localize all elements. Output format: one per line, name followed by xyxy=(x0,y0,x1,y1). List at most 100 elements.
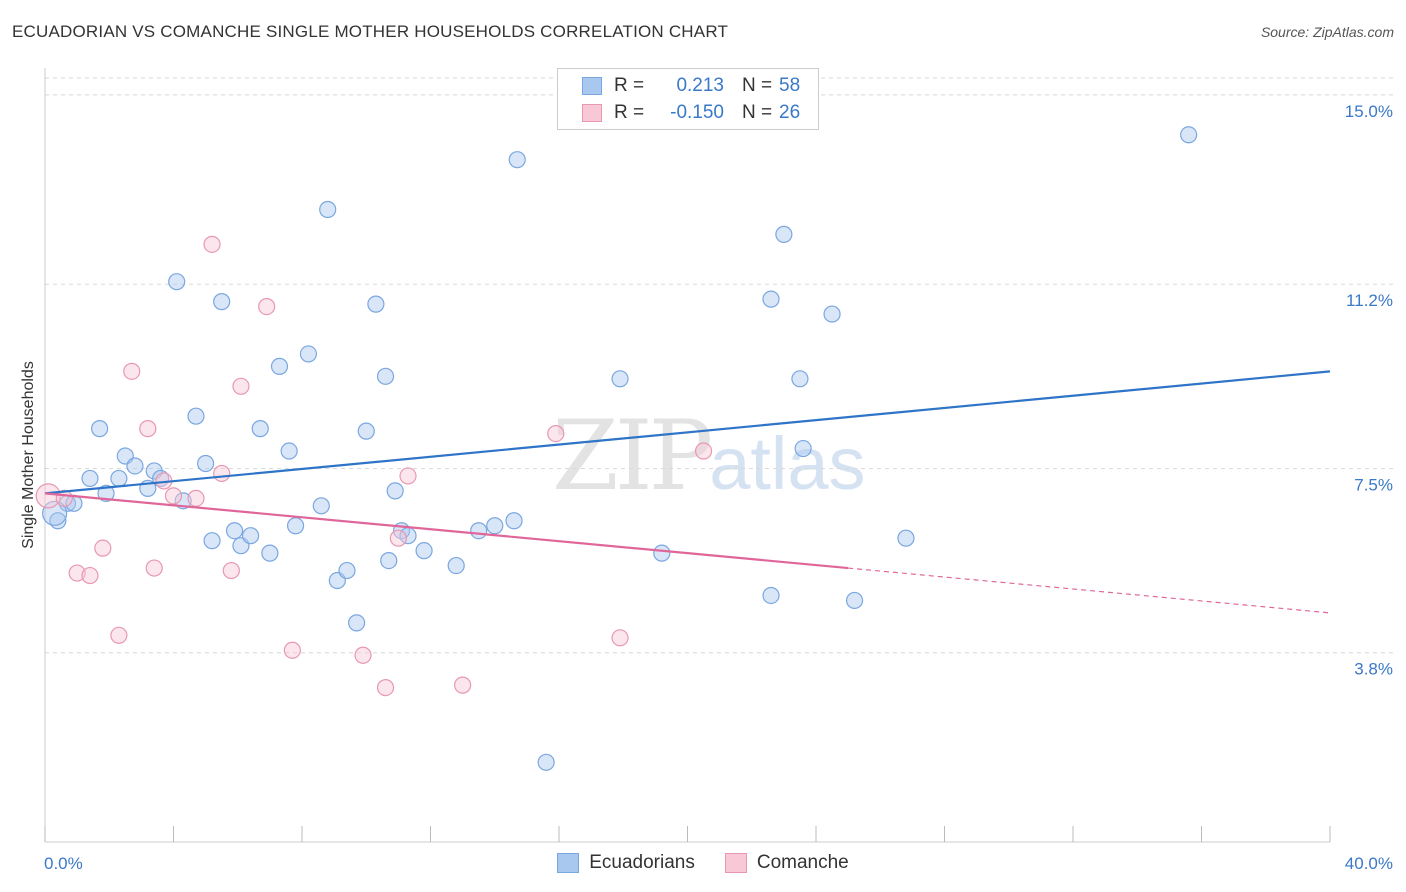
data-point xyxy=(97,484,115,502)
data-point xyxy=(110,626,128,644)
data-point xyxy=(261,544,279,562)
data-point xyxy=(845,591,864,610)
chart-title: ECUADORIAN VS COMANCHE SINGLE MOTHER HOU… xyxy=(12,22,729,41)
legend-label-ecuadorians: Ecuadorians xyxy=(589,852,695,873)
r-label: R = xyxy=(614,102,645,123)
y-tick-label: 7.5% xyxy=(1354,475,1393,494)
data-point xyxy=(187,489,205,507)
data-point xyxy=(376,367,395,385)
data-point xyxy=(897,529,915,547)
x-tick-label: 40.0% xyxy=(1345,854,1393,873)
data-point xyxy=(547,425,565,443)
watermark-atlas: atlas xyxy=(709,422,866,505)
trend-line-ecuadorians xyxy=(44,370,1331,495)
data-point xyxy=(486,517,504,535)
data-point xyxy=(251,420,269,438)
data-point xyxy=(222,561,240,580)
data-point xyxy=(762,586,780,605)
data-point xyxy=(145,559,163,577)
r-value: 0.213 xyxy=(676,75,724,96)
data-point xyxy=(508,151,526,169)
trend-line-comanche xyxy=(44,492,849,570)
legend-row-ecuadorians: R = 0.213 N = 58 xyxy=(558,73,800,99)
data-point xyxy=(505,512,523,530)
data-point xyxy=(537,753,555,771)
data-point xyxy=(258,298,276,316)
data-point xyxy=(213,464,231,483)
data-point xyxy=(203,532,221,550)
n-label: N = xyxy=(742,102,773,123)
data-point xyxy=(283,641,301,659)
data-point xyxy=(454,676,472,694)
series-comanche xyxy=(35,235,713,697)
data-point xyxy=(823,305,841,323)
legend-item-comanche: Comanche xyxy=(724,852,849,874)
watermark: ZIPatlas xyxy=(552,400,866,512)
series-ecuadorians xyxy=(42,126,1198,771)
data-point xyxy=(213,293,231,311)
data-point xyxy=(299,345,318,363)
x-tick-label: 0.0% xyxy=(44,854,83,873)
data-point xyxy=(187,407,205,425)
data-point xyxy=(762,290,780,308)
legend-swatch-ecuadorians xyxy=(557,853,580,873)
data-point xyxy=(447,556,465,575)
data-point xyxy=(399,467,417,485)
data-point xyxy=(694,442,713,460)
r-label: R = xyxy=(614,75,645,96)
data-point xyxy=(380,552,398,570)
data-point xyxy=(286,517,305,535)
data-point xyxy=(470,522,488,540)
legend-row-comanche: R = -0.150 N = 26 xyxy=(558,100,800,126)
data-point xyxy=(139,420,157,438)
data-point xyxy=(312,497,330,515)
correlation-legend: R = 0.213 N = 58 R = -0.150 N = 26 xyxy=(557,68,819,130)
legend-item-ecuadorians: Ecuadorians xyxy=(557,852,695,874)
data-point xyxy=(280,442,298,460)
data-point xyxy=(126,457,144,475)
legend-swatch-ecuadorians xyxy=(582,77,602,95)
data-point xyxy=(389,529,407,547)
data-point xyxy=(91,420,109,438)
data-point xyxy=(270,357,289,375)
data-point xyxy=(68,564,86,582)
data-point xyxy=(415,542,433,560)
y-tick-label: 3.8% xyxy=(1354,660,1393,679)
data-point xyxy=(1180,126,1198,144)
data-point xyxy=(319,200,337,219)
data-point xyxy=(338,561,356,580)
series-legend: Ecuadorians Comanche xyxy=(0,852,1406,874)
data-point xyxy=(611,370,629,388)
n-value: 58 xyxy=(779,75,801,96)
data-point xyxy=(94,539,112,557)
data-point xyxy=(164,487,183,505)
data-point xyxy=(242,527,260,545)
data-point xyxy=(168,273,186,291)
data-point xyxy=(197,454,215,473)
data-point xyxy=(81,469,99,488)
y-tick-label: 11.2% xyxy=(1346,291,1393,310)
watermark-zip: ZIP xyxy=(552,400,713,512)
data-point xyxy=(354,646,372,664)
legend-swatch-comanche xyxy=(724,853,747,873)
data-point xyxy=(611,629,629,647)
data-point xyxy=(81,566,99,585)
trend-line-comanche-extension xyxy=(848,567,1331,614)
data-point xyxy=(232,377,250,395)
data-point xyxy=(791,370,809,388)
y-tick-label: 15.0% xyxy=(1345,102,1393,121)
data-point xyxy=(225,522,244,540)
n-label: N = xyxy=(742,75,773,96)
data-point xyxy=(203,235,221,253)
data-point xyxy=(794,439,812,458)
data-point xyxy=(775,225,793,243)
source-label: Source: ZipAtlas.com xyxy=(1260,24,1394,40)
data-point xyxy=(386,482,404,500)
data-point xyxy=(376,679,395,697)
legend-label-comanche: Comanche xyxy=(756,852,849,873)
r-value: -0.150 xyxy=(670,102,724,123)
data-point xyxy=(357,422,375,440)
data-point xyxy=(348,614,366,632)
data-point xyxy=(110,469,128,488)
